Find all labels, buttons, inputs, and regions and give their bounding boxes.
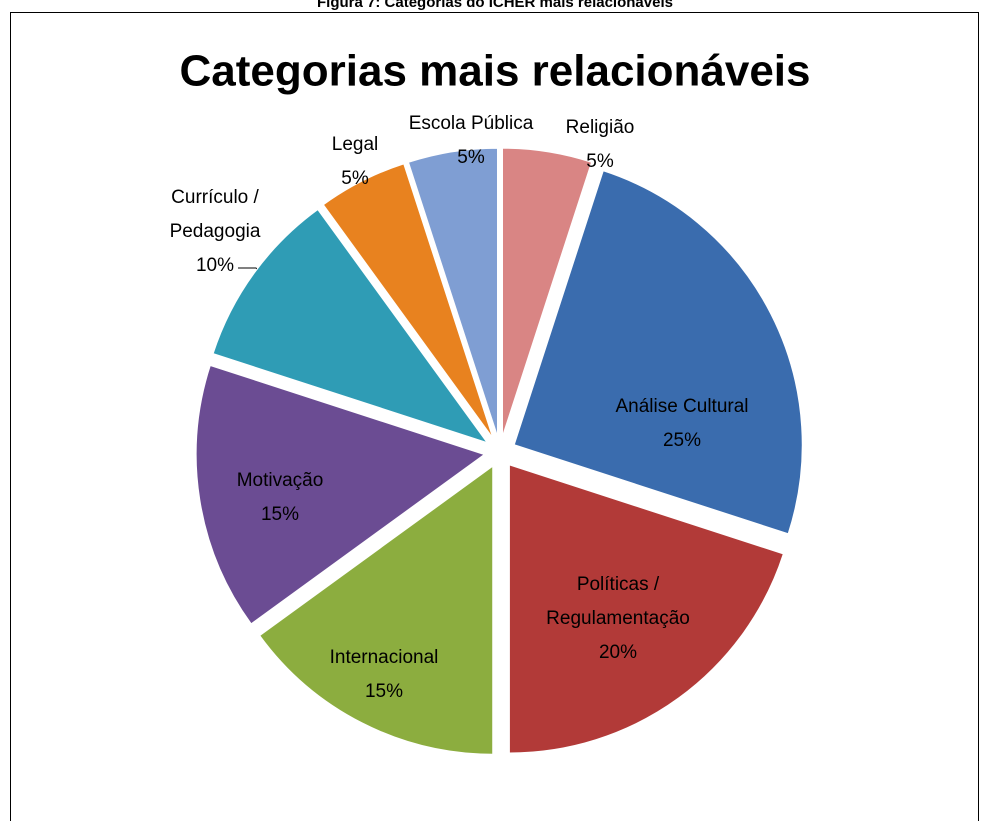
slice-label: Currículo / Pedagogia <box>170 187 261 242</box>
pie-slice <box>502 147 593 437</box>
slice-label: Legal <box>332 134 379 155</box>
slice-label: Análise Cultural <box>615 396 748 417</box>
slice-value-label: 5% <box>586 151 614 172</box>
slice-value-label: 5% <box>341 168 369 189</box>
pie-slice <box>508 464 784 754</box>
slice-value-label: 5% <box>457 147 485 168</box>
pie-slice <box>259 465 494 755</box>
slice-value-label: 15% <box>261 504 299 525</box>
slice-value-label: 15% <box>365 681 403 702</box>
slice-label: Políticas / Regulamentação <box>546 574 690 629</box>
slice-value-label: 25% <box>663 430 701 451</box>
pie-slice <box>195 364 486 625</box>
pie-slice <box>513 170 803 535</box>
slice-label: Internacional <box>330 647 439 668</box>
chart-title: Categorias mais relacionáveis <box>180 47 811 96</box>
slice-value-label: 20% <box>599 642 637 663</box>
caption: Figura 7: Categorias do ICHER mais relac… <box>317 0 673 11</box>
slice-label: Escola Pública <box>409 113 534 134</box>
slice-label: Motivação <box>237 470 324 491</box>
pie-slice <box>322 163 494 439</box>
slice-label: Religião <box>566 117 635 138</box>
pie-slice <box>212 208 489 444</box>
pie-slice <box>407 147 498 437</box>
slice-value-label: 10% <box>196 255 234 276</box>
